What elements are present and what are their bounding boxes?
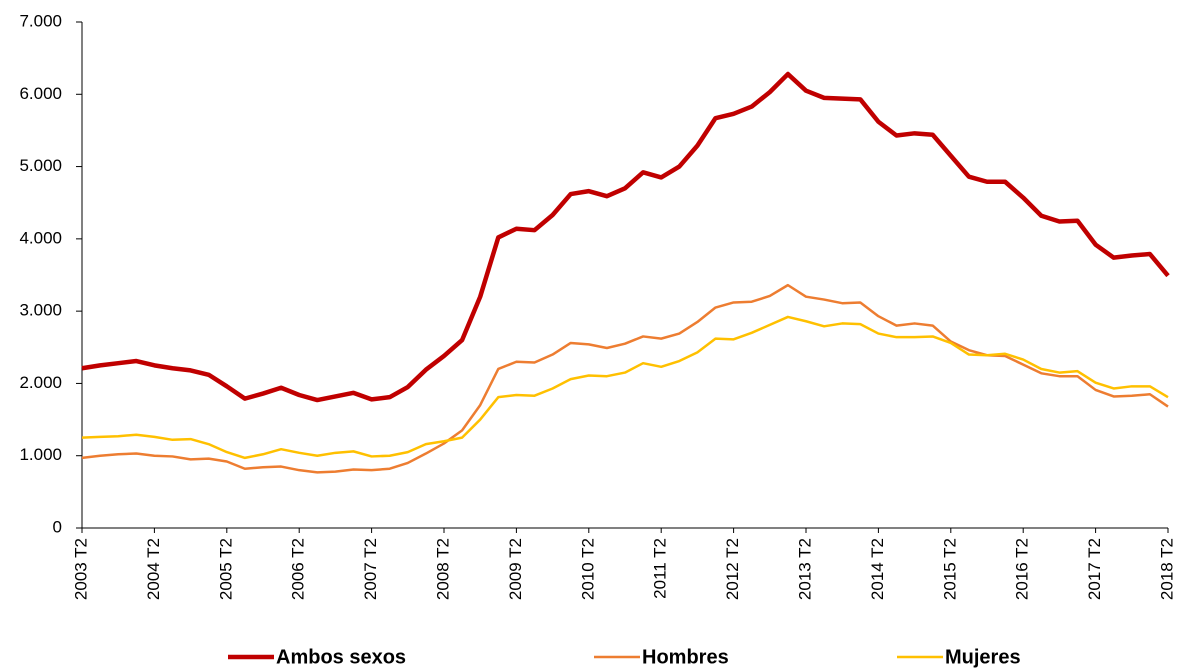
x-tick-label: 2006 T2 bbox=[289, 538, 308, 600]
series-line bbox=[81, 71, 1170, 403]
x-tick-label: 2017 T2 bbox=[1085, 538, 1104, 600]
x-tick-label: 2004 T2 bbox=[144, 538, 163, 600]
x-tick-label: 2015 T2 bbox=[940, 538, 959, 600]
x-tick-label: 2014 T2 bbox=[868, 538, 887, 600]
y-tick-label: 0 bbox=[53, 517, 62, 536]
y-tick-label: 4.000 bbox=[19, 228, 62, 247]
y-tick-label: 3.000 bbox=[19, 301, 62, 320]
x-tick-label: 2008 T2 bbox=[433, 538, 452, 600]
x-tick-label: 2012 T2 bbox=[723, 538, 742, 600]
x-tick-label: 2007 T2 bbox=[361, 538, 380, 600]
y-tick-label: 1.000 bbox=[19, 445, 62, 464]
x-tick-label: 2013 T2 bbox=[795, 538, 814, 600]
series-line bbox=[81, 315, 1169, 460]
y-tick-label: 6.000 bbox=[19, 84, 62, 103]
legend-label: Ambos sexos bbox=[276, 646, 406, 668]
legend-label: Mujeres bbox=[945, 646, 1021, 668]
x-tick-label: 2005 T2 bbox=[216, 538, 235, 600]
x-tick-label: 2009 T2 bbox=[506, 538, 525, 600]
y-tick-label: 2.000 bbox=[19, 373, 62, 392]
x-tick-label: 2003 T2 bbox=[71, 538, 90, 600]
y-tick-label: 5.000 bbox=[19, 156, 62, 175]
legend-label: Hombres bbox=[642, 646, 729, 668]
y-tick-label: 7.000 bbox=[19, 11, 62, 30]
x-tick-label: 2011 T2 bbox=[651, 538, 670, 599]
series-line bbox=[81, 283, 1169, 474]
x-tick-label: 2010 T2 bbox=[578, 538, 597, 600]
x-tick-label: 2018 T2 bbox=[1157, 538, 1176, 600]
x-tick-label: 2016 T2 bbox=[1013, 538, 1032, 600]
